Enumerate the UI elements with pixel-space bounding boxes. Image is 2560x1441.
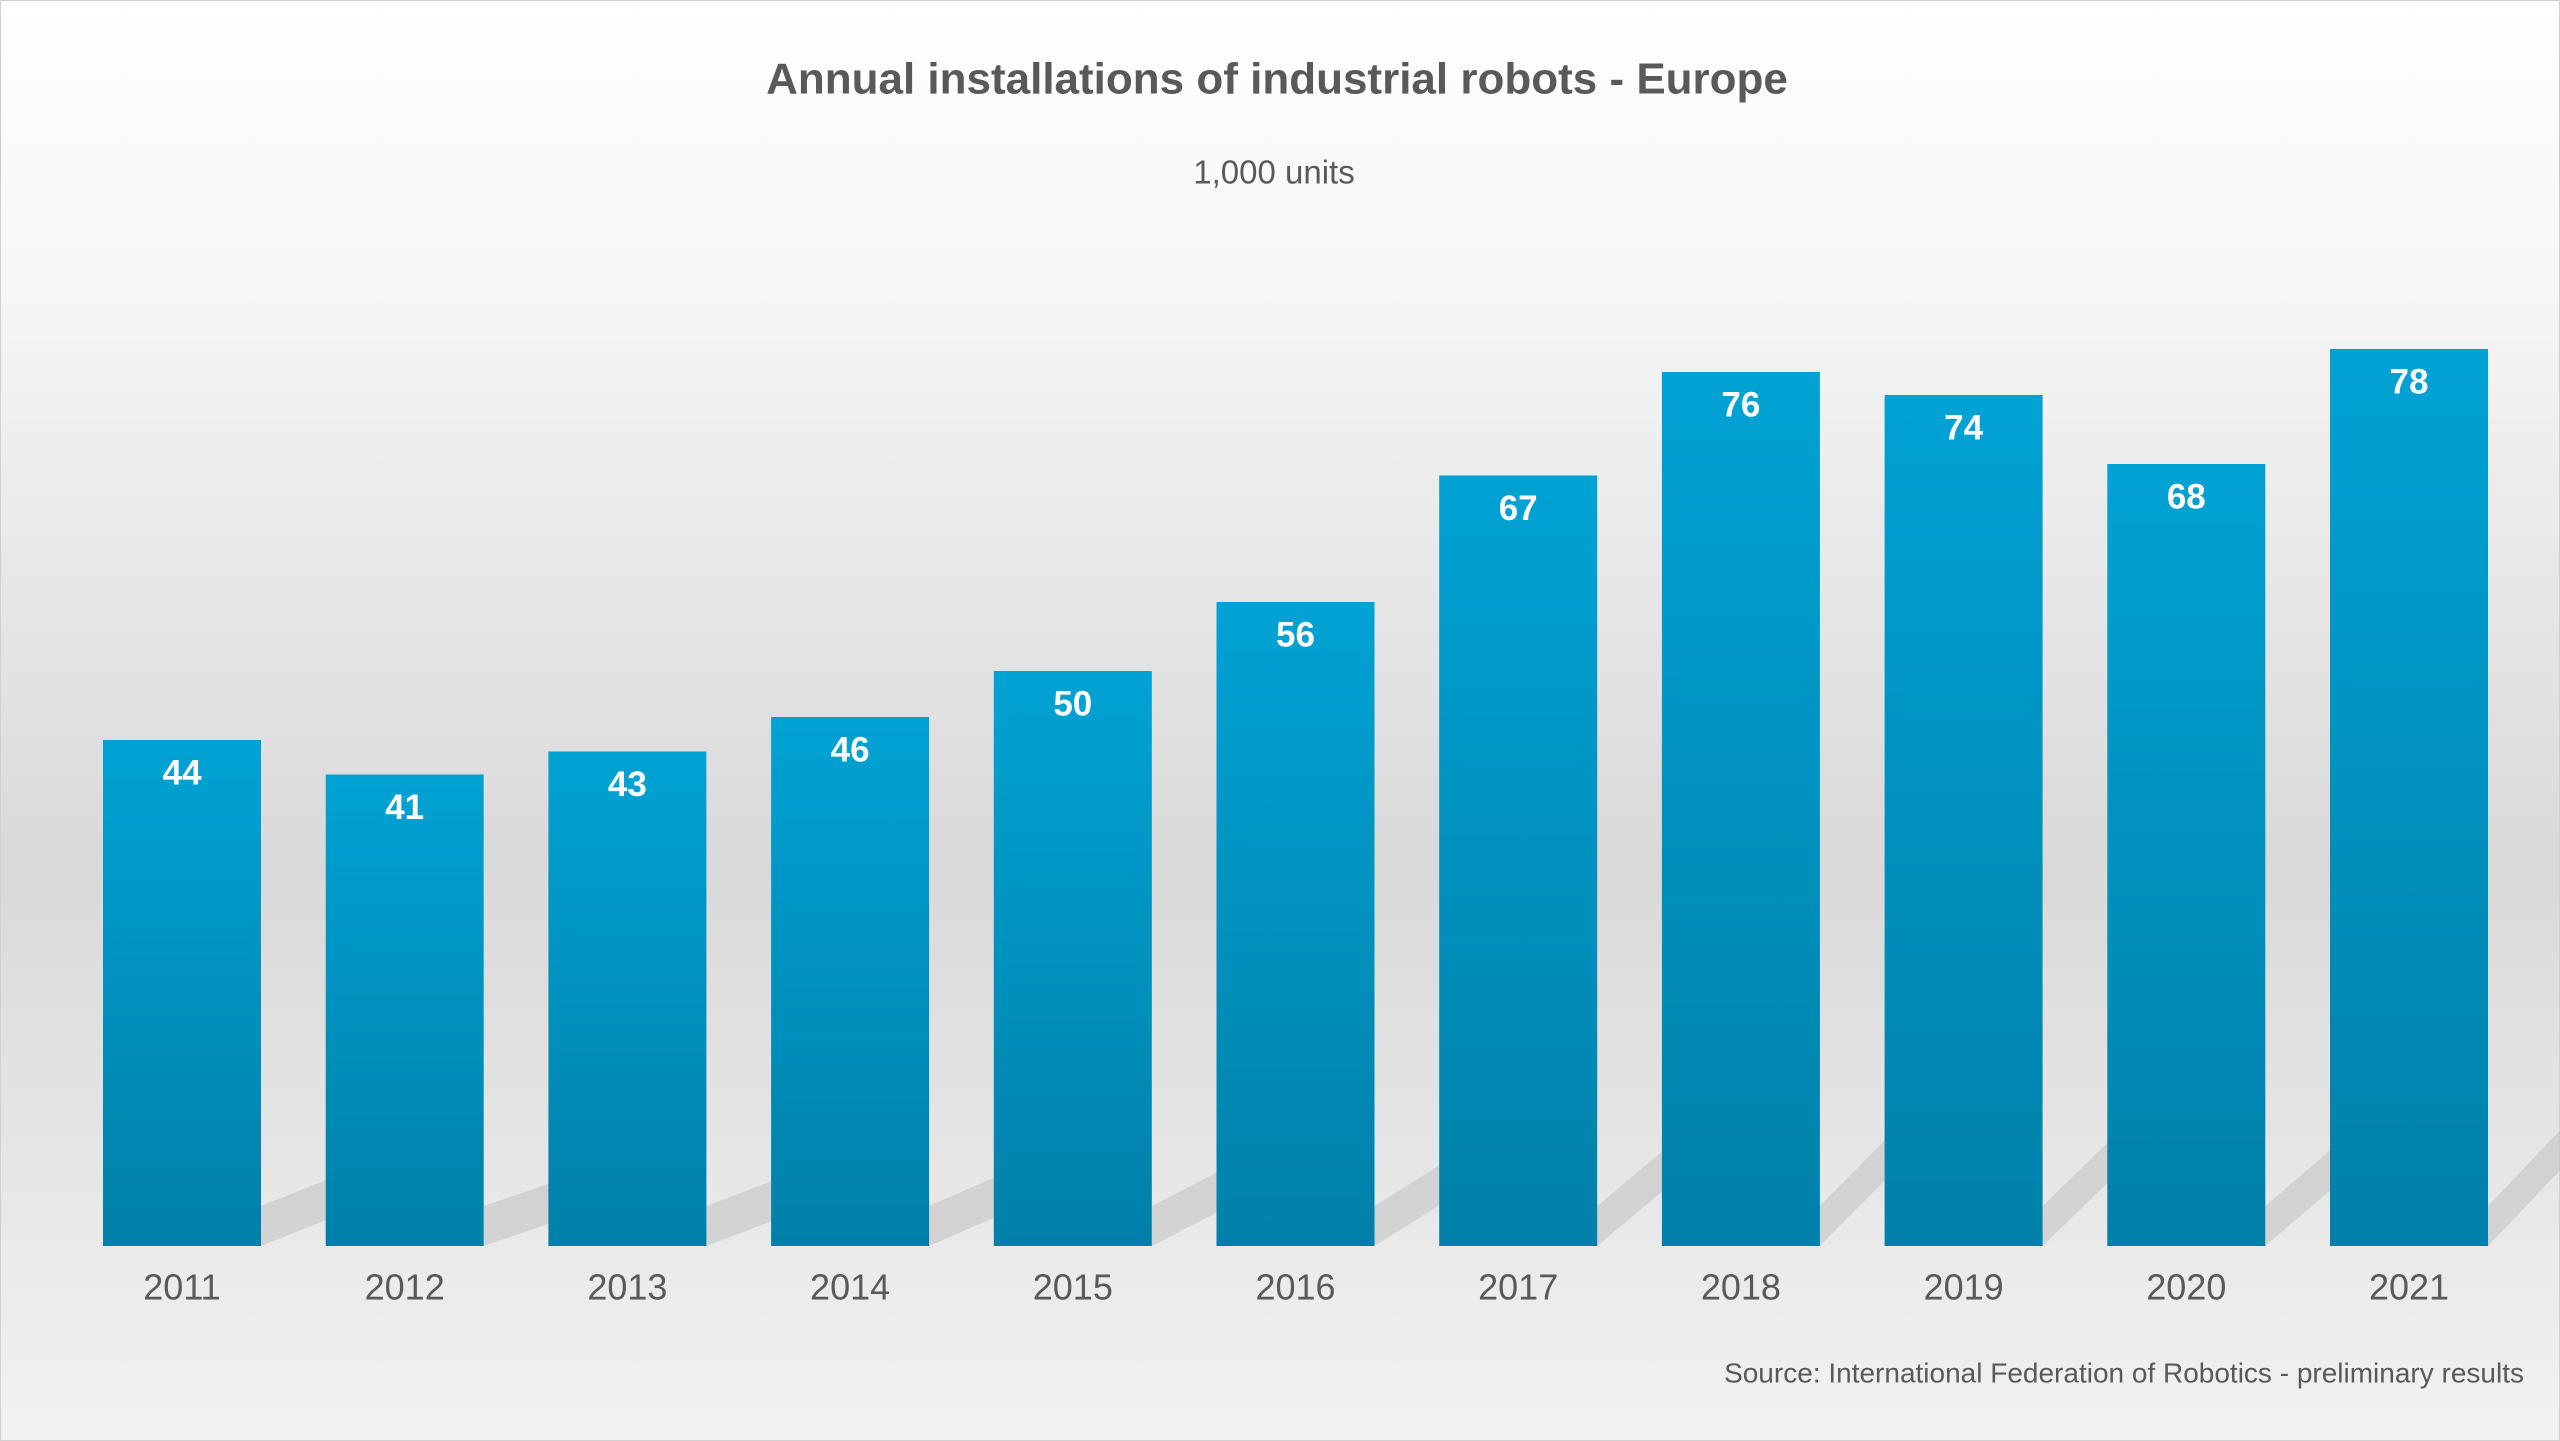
bar xyxy=(325,774,484,1246)
bar xyxy=(548,751,707,1246)
value-label: 67 xyxy=(1499,489,1538,528)
x-tick-label: 2019 xyxy=(1924,1267,2004,1308)
x-tick-label: 2017 xyxy=(1478,1267,1558,1308)
value-label: 78 xyxy=(2390,362,2429,401)
chart-title: Annual installations of industrial robot… xyxy=(766,55,1788,104)
bar xyxy=(1661,372,1820,1246)
x-tick-label: 2016 xyxy=(1255,1267,1335,1308)
bar xyxy=(993,671,1152,1246)
x-tick-label: 2014 xyxy=(810,1267,890,1308)
bar xyxy=(2330,349,2488,1246)
x-tick-label: 2015 xyxy=(1033,1267,1113,1308)
plot-area: 44 2011 41 2012 43 2013 46 2014 50 2015 56 2016 67 20… xyxy=(103,349,2560,1308)
x-tick-label: 2013 xyxy=(587,1267,667,1308)
value-label: 41 xyxy=(385,788,424,827)
value-label: 50 xyxy=(1053,684,1092,723)
bar xyxy=(2107,464,2266,1246)
bar xyxy=(103,740,261,1246)
bar-shadow xyxy=(2488,1130,2560,1246)
value-label: 44 xyxy=(163,753,202,792)
x-tick-label: 2018 xyxy=(1701,1267,1781,1308)
bar xyxy=(771,717,930,1246)
value-label: 76 xyxy=(1721,385,1760,424)
source-note: Source: International Federation of Robo… xyxy=(1724,1357,2524,1388)
bar xyxy=(1439,475,1598,1246)
value-label: 74 xyxy=(1944,408,1983,447)
value-label: 56 xyxy=(1276,615,1315,654)
value-label: 46 xyxy=(831,730,870,769)
bar xyxy=(1216,602,1375,1246)
value-label: 68 xyxy=(2167,477,2206,516)
x-tick-label: 2021 xyxy=(2369,1267,2449,1308)
x-tick-label: 2020 xyxy=(2146,1267,2226,1308)
bar xyxy=(1884,395,2043,1246)
x-tick-label: 2011 xyxy=(143,1267,220,1308)
x-tick-label: 2012 xyxy=(365,1267,445,1308)
value-label: 43 xyxy=(608,765,647,804)
chart-subtitle: 1,000 units xyxy=(1193,154,1354,191)
